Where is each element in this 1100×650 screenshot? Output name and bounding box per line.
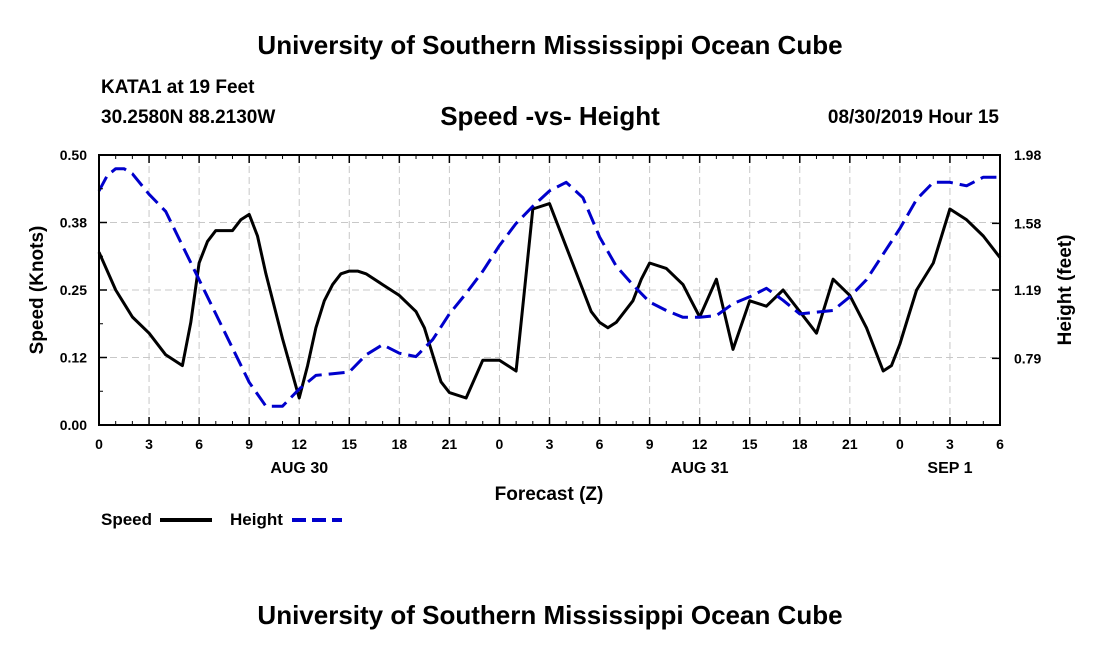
x-tick-label: 12 xyxy=(692,436,708,452)
date-label: AUG 31 xyxy=(671,460,729,477)
date-label: SEP 1 xyxy=(927,460,972,477)
top-title: University of Southern Mississippi Ocean… xyxy=(257,30,843,60)
x-axis-label: Forecast (Z) xyxy=(495,484,604,505)
y-tick-label: 0.25 xyxy=(60,282,87,298)
date-label: AUG 30 xyxy=(270,460,328,477)
legend-speed-label: Speed xyxy=(101,510,152,529)
speed-series-line xyxy=(97,202,1002,400)
x-tick-label: 9 xyxy=(245,436,253,452)
x-tick-label: 21 xyxy=(442,436,458,452)
height-series-line xyxy=(97,167,1000,408)
chart-title: Speed -vs- Height xyxy=(440,101,660,131)
x-tick-label: 0 xyxy=(95,436,103,452)
x-tick-label: 6 xyxy=(596,436,604,452)
y2-tick-label: 0.79 xyxy=(1014,350,1041,366)
x-tick-label: 3 xyxy=(946,436,954,452)
coordinates-label: 30.2580N 88.2130W xyxy=(101,107,276,128)
y-tick-label: 0.50 xyxy=(60,147,87,163)
axes: 0 3 6 9 12 15 18 21 0 3 6 9 12 15 18 21 0 3 6 0.00 0.12 0.25 0… xyxy=(60,147,1042,477)
y2-tick-label: 1.58 xyxy=(1014,215,1041,231)
y2-tick-label: 1.98 xyxy=(1014,147,1041,163)
bottom-title: University of Southern Mississippi Ocean… xyxy=(257,600,843,630)
x-tick-label: 0 xyxy=(896,436,904,452)
legend: Speed Height xyxy=(101,510,342,529)
y-tick-label: 0.12 xyxy=(60,350,87,366)
series-layer xyxy=(97,167,1002,408)
y-tick-label: 0.00 xyxy=(60,417,87,433)
y2-tick-label: 1.19 xyxy=(1014,282,1041,298)
station-label: KATA1 at 19 Feet xyxy=(101,77,255,98)
x-tick-label: 18 xyxy=(392,436,408,452)
y2-axis-label: Height (feet) xyxy=(1055,235,1076,346)
x-tick-label: 9 xyxy=(646,436,654,452)
x-tick-label: 6 xyxy=(996,436,1004,452)
x-tick-label: 3 xyxy=(145,436,153,452)
x-tick-label: 6 xyxy=(195,436,203,452)
x-tick-label: 3 xyxy=(546,436,554,452)
x-tick-label: 15 xyxy=(341,436,357,452)
x-tick-label: 21 xyxy=(842,436,858,452)
y-tick-label: 0.38 xyxy=(60,215,87,231)
date-label: 08/30/2019 Hour 15 xyxy=(827,107,999,128)
x-tick-label: 12 xyxy=(291,436,307,452)
x-tick-label: 0 xyxy=(496,436,504,452)
y-axis-label: Speed (Knots) xyxy=(27,226,48,355)
x-tick-label: 15 xyxy=(742,436,758,452)
legend-height-label: Height xyxy=(230,510,283,529)
grid xyxy=(99,155,1000,425)
x-tick-label: 18 xyxy=(792,436,808,452)
